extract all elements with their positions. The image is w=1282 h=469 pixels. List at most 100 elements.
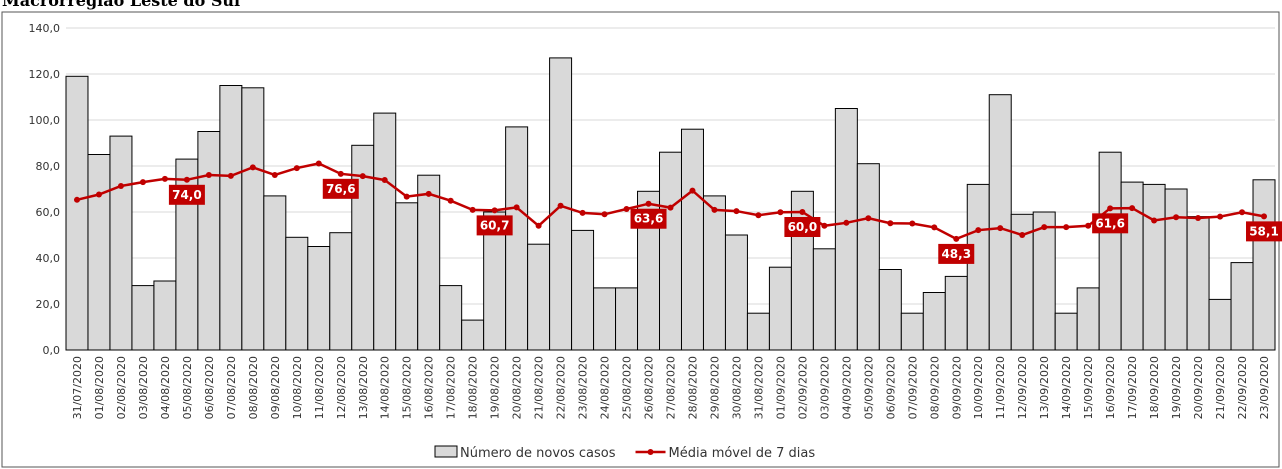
point — [777, 209, 784, 216]
point — [799, 209, 806, 215]
x-tick-label: 11/08/2020 — [313, 356, 326, 419]
bar — [241, 87, 265, 351]
x-tick-label: 18/09/2020 — [1148, 356, 1161, 419]
x-tick-label: 18/08/2020 — [467, 356, 480, 419]
x-tick-label: 27/08/2020 — [665, 356, 678, 419]
point — [1173, 214, 1180, 221]
point — [535, 222, 542, 229]
bar — [1208, 298, 1232, 351]
bar — [1032, 211, 1056, 351]
point — [1195, 214, 1202, 221]
point — [645, 200, 652, 207]
x-tick-label: 31/07/2020 — [71, 356, 84, 419]
bar — [505, 126, 529, 351]
bar — [900, 312, 924, 351]
point — [1151, 217, 1158, 224]
x-tick-label: 16/09/2020 — [1104, 356, 1117, 419]
point — [733, 208, 740, 215]
bar — [659, 151, 682, 351]
value-label-box — [1246, 221, 1282, 242]
bar — [329, 232, 353, 351]
point — [469, 206, 476, 213]
x-tick-label: 17/09/2020 — [1126, 356, 1139, 419]
point — [513, 204, 520, 211]
point — [337, 170, 344, 177]
bar — [878, 269, 902, 351]
bar — [527, 243, 551, 351]
point — [315, 160, 322, 167]
bar — [944, 275, 968, 351]
x-tick-label: 10/09/2020 — [972, 356, 985, 419]
x-tick-label: 11/09/2020 — [994, 356, 1007, 419]
bar — [988, 94, 1012, 351]
point — [689, 187, 696, 194]
point — [579, 209, 586, 216]
bar — [1230, 262, 1254, 351]
bar — [131, 285, 155, 351]
value-label: 48,3 — [941, 247, 971, 261]
point — [755, 212, 762, 219]
point — [205, 171, 212, 178]
value-label-box — [1092, 213, 1129, 234]
point — [491, 207, 498, 214]
point — [425, 190, 432, 197]
legend-label: Número de novos casos — [460, 446, 616, 461]
bar — [593, 287, 617, 351]
bar — [65, 75, 89, 351]
x-tick-label: 17/08/2020 — [445, 356, 458, 419]
x-tick-label: 21/08/2020 — [533, 356, 546, 419]
value-label-box — [938, 243, 975, 264]
x-tick-label: 30/08/2020 — [730, 356, 743, 419]
bar — [219, 85, 243, 351]
bar — [746, 312, 770, 351]
point — [821, 222, 828, 229]
point — [997, 225, 1004, 232]
point — [1085, 222, 1092, 229]
legend-label: Média móvel de 7 dias — [669, 446, 816, 461]
point — [95, 191, 102, 198]
x-tick-label: 24/08/2020 — [599, 356, 612, 419]
x-tick-label: 19/09/2020 — [1170, 356, 1183, 419]
y-tick-label: 120,0 — [29, 68, 61, 81]
x-tick-label: 05/08/2020 — [181, 356, 194, 419]
value-label: 60,7 — [480, 218, 510, 232]
bar — [702, 195, 726, 351]
point — [931, 224, 938, 231]
point — [667, 204, 674, 211]
x-tick-label: 25/08/2020 — [621, 356, 634, 419]
bar — [285, 236, 309, 351]
x-tick-label: 29/08/2020 — [708, 356, 721, 419]
bar — [571, 229, 595, 351]
point — [359, 173, 366, 180]
point — [271, 171, 278, 178]
x-tick-label: 15/09/2020 — [1082, 356, 1095, 419]
y-tick-label: 100,0 — [29, 114, 61, 127]
x-tick-label: 01/08/2020 — [93, 356, 106, 419]
y-tick-label: 60,0 — [36, 206, 61, 219]
x-tick-label: 06/08/2020 — [203, 356, 216, 419]
value-label-box — [476, 215, 513, 236]
value-label-box — [784, 217, 821, 237]
point — [1129, 205, 1136, 212]
bar — [1252, 179, 1276, 351]
point — [601, 211, 608, 218]
x-tick-label: 20/08/2020 — [511, 356, 524, 419]
x-tick-label: 22/09/2020 — [1236, 356, 1249, 419]
x-tick-label: 31/08/2020 — [752, 356, 765, 419]
x-tick-label: 07/09/2020 — [906, 356, 919, 419]
bar — [856, 163, 880, 351]
point — [975, 227, 982, 234]
point — [843, 219, 850, 226]
x-tick-label: 09/08/2020 — [269, 356, 282, 419]
bar — [834, 108, 858, 351]
x-tick-label: 15/08/2020 — [401, 356, 414, 419]
point — [1019, 232, 1026, 238]
bar — [1098, 151, 1122, 351]
bar — [87, 154, 111, 351]
x-tick-label: 04/08/2020 — [159, 356, 172, 419]
x-tick-label: 01/09/2020 — [774, 356, 787, 419]
point — [865, 215, 872, 222]
point — [161, 175, 168, 182]
point — [1063, 224, 1070, 231]
